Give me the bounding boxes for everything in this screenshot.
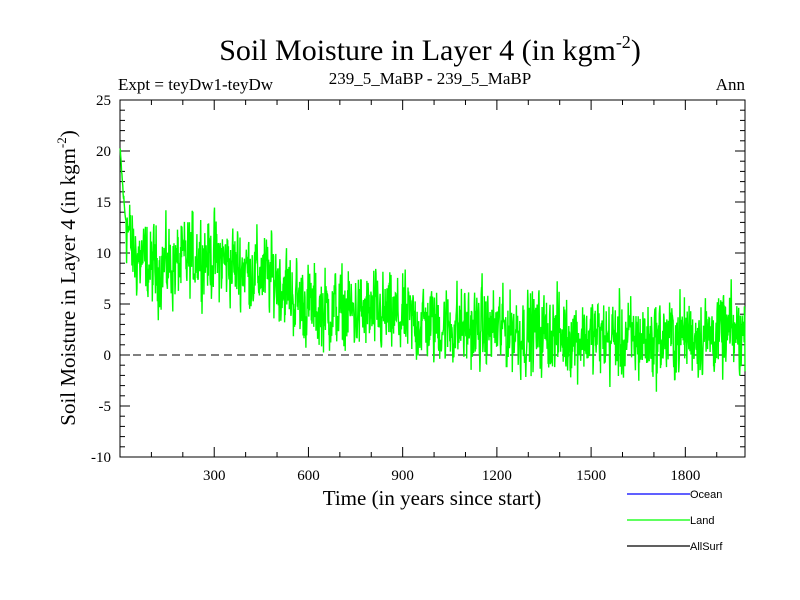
y-tick-label: 5 <box>104 297 112 313</box>
y-tick-label: 20 <box>96 144 111 160</box>
x-axis-label: Time (in years since start) <box>323 486 542 510</box>
chart-subtitle: 239_5_MaBP - 239_5_MaBP <box>329 69 531 88</box>
x-axis: 300 600 900 1200 1500 1800 <box>150 100 718 484</box>
plot-frame <box>119 99 746 458</box>
y-axis: -10 -5 0 5 10 15 20 25 <box>91 93 745 466</box>
series-line-land <box>119 148 746 392</box>
y-tick-label: 0 <box>104 348 112 364</box>
y-tick-label: 10 <box>96 246 111 262</box>
y-tick-label: 25 <box>96 93 111 109</box>
y-tick-label: 15 <box>96 195 111 211</box>
legend-label-ocean: Ocean <box>690 489 722 501</box>
y-tick-label: -10 <box>91 450 111 466</box>
legend-label-allsurf: AllSurf <box>690 541 723 553</box>
legend-label-land: Land <box>690 515 714 527</box>
chart-title: Soil Moisture in Layer 4 (in kgm-2) <box>219 32 641 67</box>
season-label: Ann <box>716 75 746 94</box>
x-tick-label: 600 <box>297 468 320 484</box>
x-tick-label: 900 <box>391 468 414 484</box>
legend: Ocean Land AllSurf <box>627 489 723 553</box>
x-tick-label: 1500 <box>576 468 606 484</box>
x-tick-label: 300 <box>203 468 226 484</box>
x-tick-label: 1800 <box>670 468 700 484</box>
x-tick-label: 1200 <box>482 468 512 484</box>
experiment-label: Expt = teyDw1-teyDw <box>118 75 274 94</box>
y-axis-label: Soil Moisture in Layer 4 (in kgm-2) <box>54 130 80 425</box>
y-tick-label: -5 <box>99 399 112 415</box>
